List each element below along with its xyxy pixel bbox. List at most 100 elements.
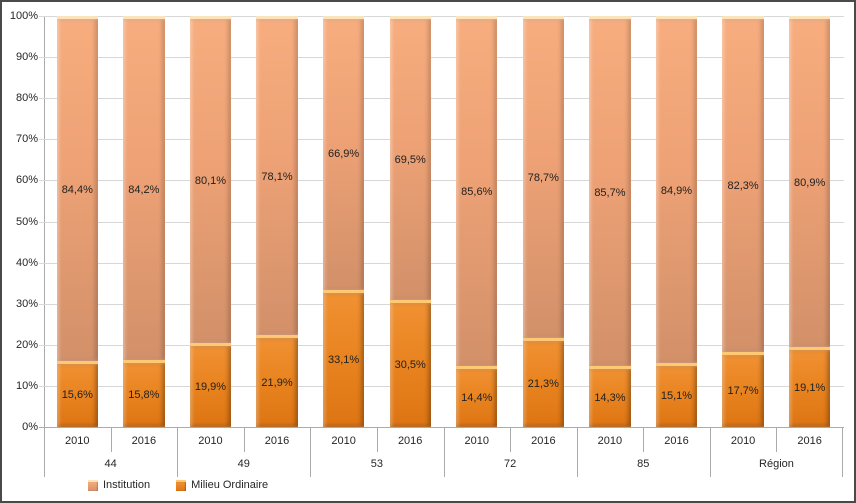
- stacked-bar: 85,6% 14,4%: [456, 16, 498, 427]
- y-tick-label: 40%: [15, 256, 38, 269]
- segment-milieu-ordinaire: 21,9%: [256, 335, 298, 427]
- gridline-90%: [39, 57, 844, 59]
- x-tick-year: 2010: [464, 434, 489, 447]
- segment-milieu-ordinaire: 30,5%: [389, 300, 431, 427]
- gridline-60%: [39, 180, 844, 182]
- data-label-milieu-ordinaire: 19,9%: [194, 380, 227, 393]
- segment-milieu-ordinaire: 21,3%: [522, 337, 564, 427]
- stacked-bar: 66,9% 33,1%: [322, 16, 365, 427]
- data-label-milieu-ordinaire: 14,3%: [594, 392, 626, 405]
- segment-milieu-ordinaire: 14,3%: [589, 366, 631, 427]
- data-label-milieu-ordinaire: 33,1%: [328, 353, 360, 366]
- segment-milieu-ordinaire: 19,9%: [189, 343, 232, 427]
- data-label-milieu-ordinaire: 17,7%: [727, 385, 759, 398]
- data-label-milieu-ordinaire: 21,3%: [527, 377, 559, 390]
- x-tick-year: 2010: [331, 434, 356, 447]
- bar-slot-Région-2010: 82,3% 17,7%: [710, 16, 777, 427]
- x-axis-group-row: 44 49 53 72 85 Région: [44, 452, 843, 476]
- x-tick-group-53: 53: [370, 458, 384, 470]
- y-tick-label: 70%: [15, 133, 38, 146]
- y-tick-label: 30%: [15, 297, 38, 310]
- data-label-institution: 85,7%: [594, 186, 626, 199]
- data-label-milieu-ordinaire: 15,1%: [660, 390, 693, 403]
- data-label-milieu-ordinaire: 15,6%: [61, 389, 93, 402]
- bar-slot-Région-2016: 80,9% 19,1%: [776, 16, 843, 427]
- gridline-20%: [39, 344, 844, 346]
- bar-slot-44-2016: 84,2% 15,8%: [111, 16, 178, 427]
- bar-slot-49-2010: 80,1% 19,9%: [177, 16, 244, 427]
- data-label-institution: 66,9%: [328, 148, 360, 161]
- x-tick-group-85: 85: [637, 458, 650, 470]
- segment-institution: 85,7%: [589, 16, 631, 367]
- segment-milieu-ordinaire: 15,8%: [123, 360, 165, 427]
- x-tick-group-72: 72: [503, 458, 517, 470]
- legend-item-milieu-ordinaire: Milieu Ordinaire: [176, 479, 268, 491]
- segment-institution: 82,3%: [722, 16, 764, 353]
- y-tick-label: 100%: [9, 10, 38, 22]
- gridline-40%: [39, 262, 844, 264]
- segment-institution: 66,9%: [322, 16, 365, 290]
- data-label-milieu-ordinaire: 30,5%: [394, 359, 426, 372]
- segment-milieu-ordinaire: 33,1%: [322, 289, 365, 427]
- y-tick-label: 50%: [15, 215, 38, 228]
- x-tick-year: 2010: [198, 434, 223, 447]
- data-label-milieu-ordinaire: 21,9%: [261, 376, 293, 389]
- gridline-70%: [39, 139, 844, 141]
- y-tick-label: 0%: [22, 421, 38, 433]
- data-label-institution: 85,6%: [461, 186, 493, 199]
- stacked-bar: 80,9% 19,1%: [789, 16, 831, 427]
- data-label-institution: 84,4%: [61, 183, 93, 196]
- data-label-institution: 80,1%: [194, 175, 227, 188]
- segment-institution: 80,1%: [189, 16, 232, 344]
- segment-institution: 84,9%: [655, 16, 698, 363]
- segment-institution: 85,6%: [456, 16, 498, 366]
- x-tick-year: 2010: [65, 434, 90, 447]
- x-tick-year: 2010: [597, 434, 623, 447]
- data-label-milieu-ordinaire: 19,1%: [794, 382, 826, 395]
- segment-institution: 78,7%: [522, 16, 564, 338]
- data-label-milieu-ordinaire: 15,8%: [128, 389, 160, 401]
- x-axis-year-row: 2010 2016 2010 2016 2010 2016 2010 2016 2010 2016…: [44, 427, 843, 453]
- gridline-30%: [39, 303, 844, 305]
- x-tick-year: 2016: [264, 434, 290, 447]
- bar-slot-72-2010: 85,6% 14,4%: [443, 16, 510, 427]
- y-tick-label: 20%: [15, 338, 38, 351]
- legend: Institution Milieu Ordinaire: [88, 475, 268, 495]
- segment-milieu-ordinaire: 19,1%: [789, 346, 831, 427]
- segment-institution: 69,5%: [389, 16, 431, 301]
- data-label-institution: 84,9%: [660, 184, 693, 197]
- x-tick-group-44: 44: [104, 458, 117, 470]
- segment-institution: 80,9%: [789, 16, 831, 347]
- x-tick-group-49: 49: [237, 458, 250, 470]
- bar-slot-53-2010: 66,9% 33,1%: [310, 16, 377, 427]
- stacked-bar: 84,4% 15,6%: [56, 16, 98, 427]
- gridline-10%: [39, 385, 844, 387]
- legend-item-institution: Institution: [88, 479, 150, 491]
- segment-milieu-ordinaire: 17,7%: [722, 352, 764, 427]
- x-tick-year: 2016: [131, 434, 157, 447]
- x-tick-year: 2010: [730, 434, 756, 447]
- legend-label: Institution: [103, 479, 151, 491]
- stacked-bar: 84,2% 15,8%: [123, 16, 165, 427]
- legend-swatch-icon: [88, 479, 98, 491]
- data-label-institution: 78,1%: [261, 171, 293, 184]
- x-tick-year: 2016: [397, 434, 423, 447]
- y-tick-label: 60%: [15, 174, 38, 187]
- data-label-institution: 78,7%: [527, 172, 559, 185]
- data-label-milieu-ordinaire: 14,4%: [461, 391, 493, 404]
- x-tick-year: 2016: [664, 434, 689, 447]
- legend-swatch-icon: [176, 479, 187, 491]
- gridline-80%: [39, 98, 844, 100]
- bar-slot-85-2010: 85,7% 14,3%: [577, 16, 644, 427]
- stacked-bar: 85,7% 14,3%: [589, 16, 631, 427]
- y-tick-label: 80%: [15, 92, 38, 105]
- segment-milieu-ordinaire: 15,6%: [56, 360, 98, 427]
- segment-milieu-ordinaire: 14,4%: [456, 365, 498, 427]
- segment-milieu-ordinaire: 15,1%: [655, 362, 698, 427]
- data-label-institution: 82,3%: [727, 179, 759, 192]
- data-label-institution: 84,2%: [128, 183, 160, 196]
- y-tick-label: 90%: [15, 51, 38, 64]
- x-tick-year: 2016: [531, 434, 556, 447]
- stacked-bar: 69,5% 30,5%: [389, 16, 431, 427]
